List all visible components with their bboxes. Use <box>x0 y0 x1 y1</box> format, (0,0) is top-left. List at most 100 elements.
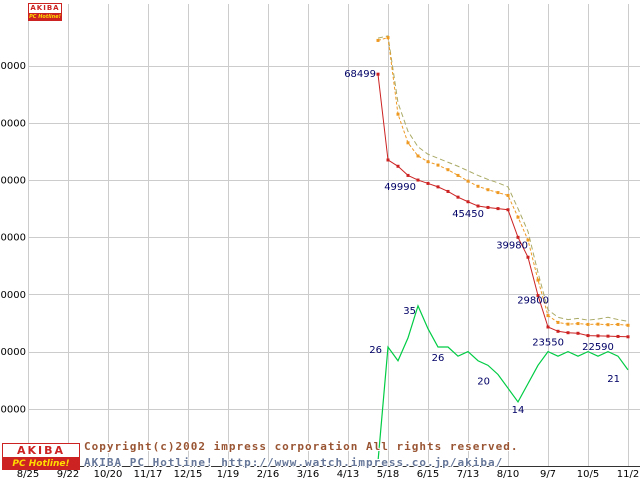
copyright-text: Copyright(c)2002 impress corporation All… <box>84 440 519 453</box>
annotation-label: 45450 <box>452 209 484 220</box>
akiba-logo-small: AKIBA PC Hotline! <box>28 3 62 21</box>
series-marker <box>486 205 490 209</box>
series-marker <box>616 334 620 338</box>
series-marker <box>506 208 510 212</box>
series-marker <box>496 207 500 211</box>
annotation-label: 26 <box>432 353 445 364</box>
x-axis-tick-label: 2/16 <box>257 469 279 480</box>
annotation-label: 22590 <box>582 342 614 353</box>
series-marker <box>556 329 560 333</box>
series-marker <box>376 38 380 42</box>
series-marker <box>426 181 430 185</box>
series-line-shop-count <box>377 304 629 462</box>
y-axis-tick-label: 70000 <box>0 61 26 72</box>
series-marker <box>476 184 480 188</box>
series-marker <box>546 325 550 329</box>
series-marker <box>406 141 410 145</box>
x-axis-tick-label: 10/5 <box>577 469 599 480</box>
series-marker <box>446 168 450 172</box>
akiba-pc-hotline-logo: AKIBA PC Hotline! <box>2 443 80 470</box>
x-axis-tick-label: 6/15 <box>417 469 439 480</box>
y-axis-tick-label: 20000 <box>0 347 26 358</box>
series-marker <box>506 193 510 197</box>
series-average-price <box>376 36 630 327</box>
series-marker <box>626 335 630 339</box>
series-marker <box>456 173 460 177</box>
series-marker <box>566 322 570 326</box>
annotation-label: 39980 <box>496 240 528 251</box>
x-axis-tick-label: 11/17 <box>134 469 163 480</box>
series-marker <box>416 178 420 182</box>
x-axis-tick-label: 7/13 <box>457 469 479 480</box>
series-marker <box>386 36 390 40</box>
annotation-label: 20 <box>477 376 490 387</box>
series-marker <box>516 215 520 219</box>
series-marker <box>526 238 530 242</box>
x-axis-tick-label: 8/25 <box>17 469 39 480</box>
x-axis-tick-label: 12/15 <box>174 469 203 480</box>
annotation-label: 68499 <box>344 69 376 80</box>
series-shop-count <box>377 304 629 462</box>
series-marker <box>426 160 430 164</box>
series-marker <box>416 154 420 158</box>
series-marker <box>436 163 440 167</box>
annotations: 68499 49990 45450 39980 29800 23550 22590 26 35 2… <box>344 69 620 416</box>
annotation-label: 23550 <box>532 337 564 348</box>
x-axis-tick-label: 1/19 <box>217 469 239 480</box>
series-marker <box>466 179 470 183</box>
x-axis-tick-label: 8/10 <box>497 469 519 480</box>
x-axis-tick-label: 10/20 <box>94 469 123 480</box>
gridlines <box>28 4 640 466</box>
y-axis-tick-label: 40000 <box>0 233 26 244</box>
series-marker <box>616 322 620 326</box>
x-axis-tick-label: 4/13 <box>337 469 359 480</box>
x-axis-tick-label: 5/18 <box>377 469 399 480</box>
y-axis-tick-label: 50000 <box>0 176 26 187</box>
y-axis-labels: 10000 20000 30000 40000 50000 60000 70000 <box>0 61 26 415</box>
series-marker <box>576 331 580 335</box>
series-marker <box>586 334 590 338</box>
series-marker <box>596 334 600 338</box>
annotation-label: 14 <box>512 405 525 416</box>
series-marker <box>546 314 550 318</box>
series-marker <box>566 331 570 335</box>
series-marker <box>516 235 520 239</box>
series-marker <box>386 158 390 162</box>
series-marker <box>606 323 610 327</box>
series-line-lowest-price <box>377 74 629 338</box>
series-lowest-price <box>376 72 630 339</box>
series-highest-price <box>377 35 629 322</box>
series-marker <box>556 320 560 324</box>
series-marker <box>396 164 400 168</box>
akiba-logo-hotline-text: PC Hotline! <box>2 458 80 470</box>
akiba-logo-small-hotline-text: PC Hotline! <box>28 14 62 21</box>
x-axis-tick-label: 9/22 <box>57 469 79 480</box>
series-marker <box>536 278 540 282</box>
series-line-highest-price <box>377 35 629 322</box>
series-marker <box>436 185 440 189</box>
site-url-text: AKIBA PC Hotline! http://www.watch.impre… <box>84 456 504 469</box>
series-marker <box>596 322 600 326</box>
series-marker <box>536 294 540 298</box>
series-marker <box>446 189 450 193</box>
series-marker <box>476 204 480 208</box>
series-marker <box>466 200 470 204</box>
series-line-average-price <box>377 36 629 326</box>
y-axis-tick-label: 30000 <box>0 290 26 301</box>
series-marker <box>396 112 400 116</box>
series-marker <box>456 195 460 199</box>
annotation-label: 21 <box>607 374 620 385</box>
annotation-label: 26 <box>369 345 382 356</box>
y-axis-tick-label: 60000 <box>0 118 26 129</box>
annotation-label: 49990 <box>384 182 416 193</box>
series-marker <box>626 323 630 327</box>
x-axis-tick-label: 9/7 <box>540 469 556 480</box>
series-marker <box>406 173 410 177</box>
series-marker <box>376 72 380 76</box>
series-marker <box>496 191 500 195</box>
series-marker <box>606 334 610 338</box>
x-axis-tick-label: 11/2 <box>617 469 639 480</box>
